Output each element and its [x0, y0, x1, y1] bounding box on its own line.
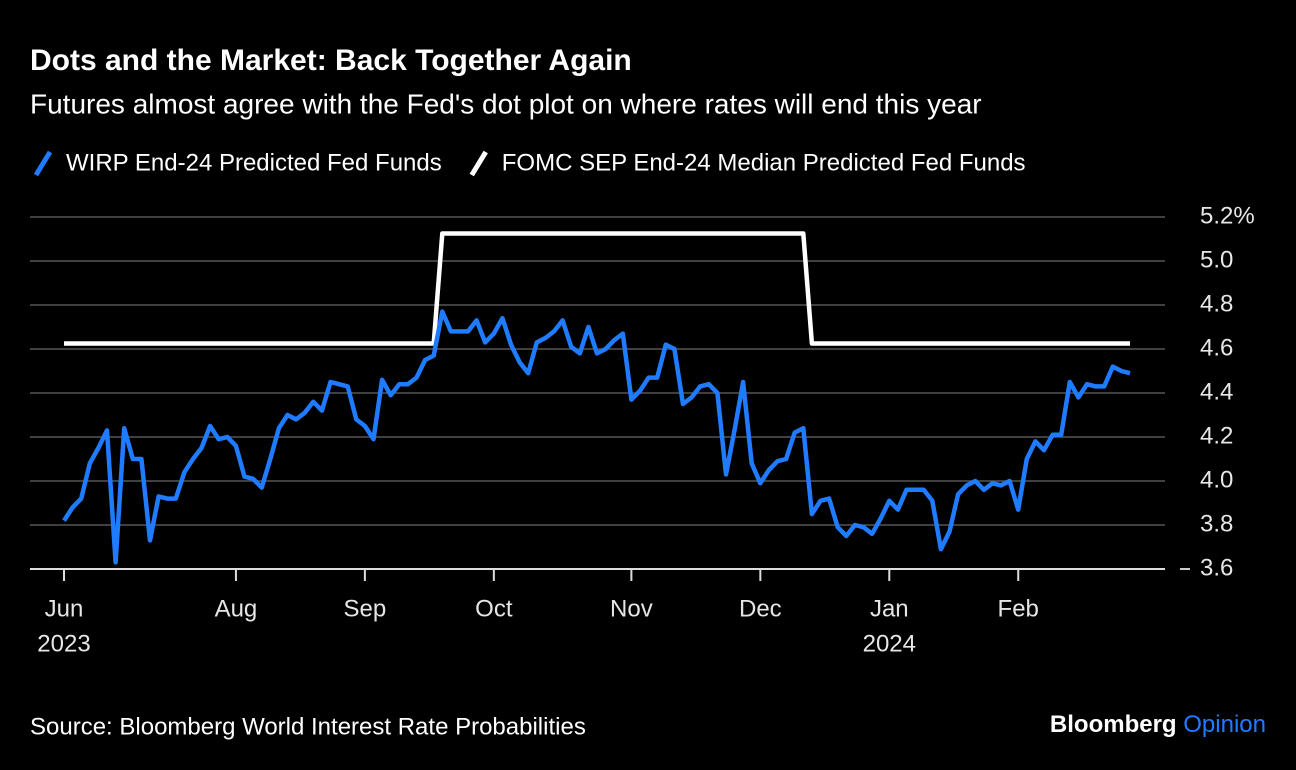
x-tick-label: 2023: [37, 630, 90, 657]
x-tick-label: Dec: [739, 595, 782, 622]
y-tick-label: 4.6: [1200, 334, 1233, 361]
y-tick-label: 5.0: [1200, 246, 1233, 273]
y-tick-label: 5.2%: [1200, 202, 1255, 229]
y-tick-label: 3.6: [1200, 554, 1233, 581]
x-tick-label: Aug: [215, 595, 258, 622]
credit-brand: Bloomberg: [1050, 711, 1177, 738]
y-tick-label: 4.2: [1200, 422, 1233, 449]
series-line: [62, 309, 1131, 565]
x-tick-label: 2024: [863, 630, 916, 657]
source: Source: Bloomberg World Interest Rate Pr…: [30, 713, 586, 740]
y-tick-label: 4.0: [1200, 466, 1233, 493]
x-tick-label: Sep: [344, 595, 387, 622]
y-tick-label: 4.4: [1200, 378, 1233, 405]
chart-subtitle: Futures almost agree with the Fed's dot …: [30, 88, 982, 119]
credit: Bloomberg Opinion: [1050, 711, 1266, 738]
y-tick-label: 4.8: [1200, 290, 1233, 317]
legend-swatch: [469, 150, 488, 177]
legend-label: FOMC SEP End-24 Median Predicted Fed Fun…: [502, 149, 1026, 176]
series-line: [64, 231, 1130, 346]
x-tick-label: Jun: [45, 595, 84, 622]
legend-swatch: [33, 150, 53, 177]
legend-label: WIRP End-24 Predicted Fed Funds: [66, 149, 442, 176]
x-tick-label: Jan: [870, 595, 909, 622]
credit-suffix: Opinion: [1183, 711, 1266, 738]
x-tick-label: Oct: [475, 595, 513, 622]
y-tick-label: 3.8: [1200, 510, 1233, 537]
x-tick-label: Feb: [998, 595, 1039, 622]
chart-title: Dots and the Market: Back Together Again: [30, 44, 632, 77]
x-tick-label: Nov: [610, 595, 653, 622]
